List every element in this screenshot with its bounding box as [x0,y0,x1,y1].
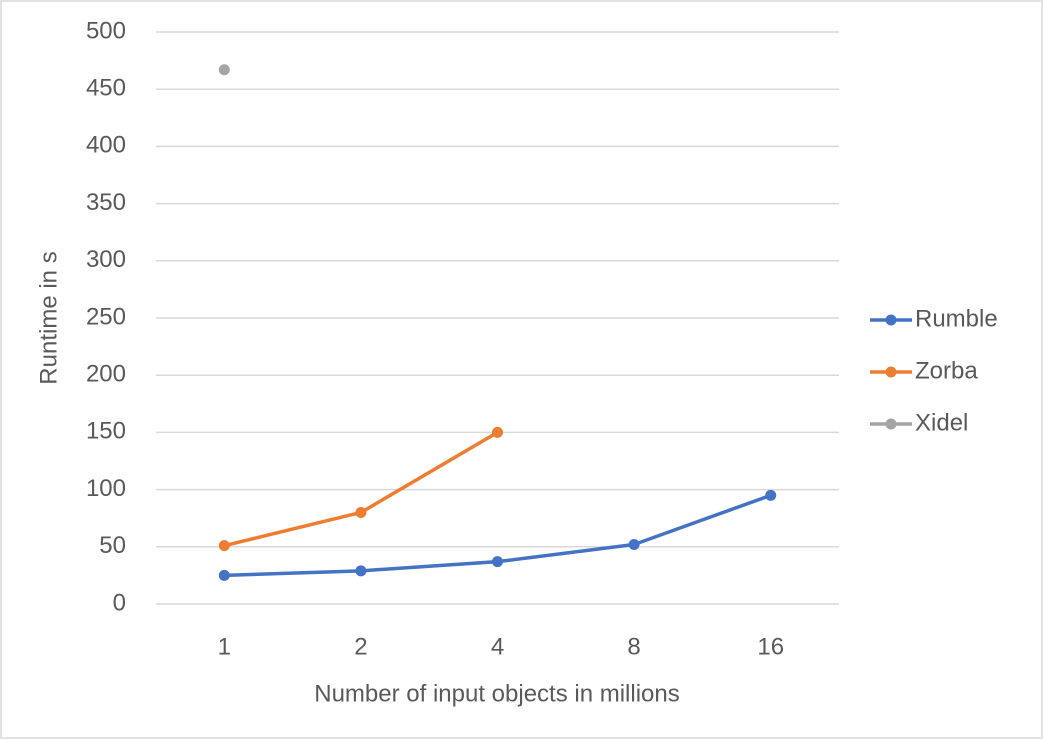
x-tick-label: 1 [218,633,231,660]
x-tick-label: 8 [627,633,640,660]
data-point [218,569,230,581]
x-tick-label: 4 [491,633,504,660]
x-tick-label: 16 [757,633,784,660]
y-tick-label: 250 [86,303,126,330]
data-point [492,426,503,438]
data-point [355,565,367,577]
legend-label: Zorba [915,357,978,384]
x-tick-label: 2 [354,633,367,660]
y-tick-label: 200 [86,361,126,388]
y-tick-label: 450 [86,75,126,102]
y-tick-label: 500 [86,17,126,44]
data-point [628,539,640,551]
legend-label: Xidel [915,409,968,436]
data-point [492,556,503,568]
legend-label: Rumble [915,305,998,332]
y-tick-label: 100 [86,475,126,502]
y-tick-label: 350 [86,189,126,216]
y-tick-label: 50 [99,532,126,559]
legend-swatch-marker [885,418,897,430]
data-point [218,540,230,552]
x-axis-title: Number of input objects in millions [314,680,680,707]
y-tick-label: 0 [113,589,126,616]
legend-swatch-marker [885,314,897,326]
y-tick-label: 400 [86,132,126,159]
y-axis-title: Runtime in s [35,251,62,384]
data-point [765,489,777,501]
data-point [355,506,367,518]
legend-swatch-marker [885,366,897,378]
data-point [218,64,230,76]
y-tick-label: 300 [86,246,126,273]
y-tick-label: 150 [86,418,126,445]
